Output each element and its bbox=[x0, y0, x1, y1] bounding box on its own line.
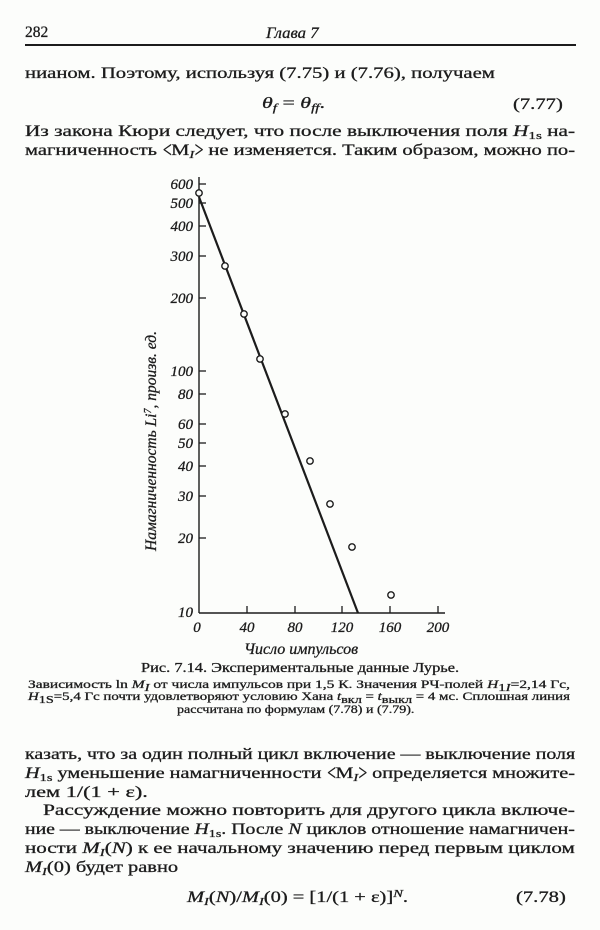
svg-text:600: 600 bbox=[171, 177, 194, 193]
svg-text:10: 10 bbox=[178, 605, 194, 621]
svg-text:80: 80 bbox=[178, 387, 194, 403]
svg-text:40: 40 bbox=[240, 620, 256, 636]
svg-text:80: 80 bbox=[288, 620, 304, 636]
svg-text:30: 30 bbox=[177, 489, 194, 505]
svg-text:20: 20 bbox=[178, 531, 194, 547]
svg-text:300: 300 bbox=[170, 249, 194, 265]
svg-text:40: 40 bbox=[178, 459, 194, 475]
svg-text:Намагниченность Li7, произв. е: Намагниченность Li7, произв. ед. bbox=[143, 331, 160, 552]
svg-text:100: 100 bbox=[171, 364, 194, 380]
svg-text:500: 500 bbox=[171, 196, 194, 212]
svg-text:50: 50 bbox=[178, 436, 194, 452]
svg-text:120: 120 bbox=[331, 620, 354, 636]
svg-text:Число импульсов: Число импульсов bbox=[244, 641, 358, 658]
svg-text:0: 0 bbox=[193, 620, 201, 636]
svg-text:160: 160 bbox=[379, 620, 402, 636]
svg-text:200: 200 bbox=[171, 291, 194, 307]
svg-text:60: 60 bbox=[178, 417, 194, 433]
svg-text:200: 200 bbox=[427, 620, 450, 636]
svg-text:400: 400 bbox=[171, 219, 194, 235]
